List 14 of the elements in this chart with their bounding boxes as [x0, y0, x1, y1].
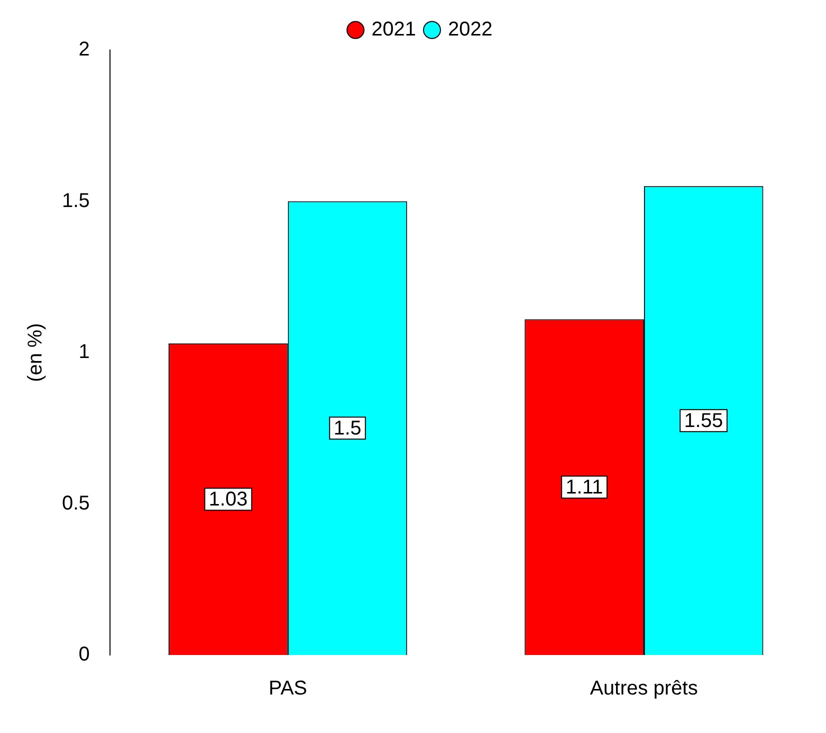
x-tick-label: PAS — [268, 678, 308, 700]
data-label: 1.5 — [334, 418, 362, 440]
legend-label: 2021 — [372, 18, 416, 41]
data-label: 1.11 — [566, 476, 604, 499]
y-axis-title: (en %) — [24, 323, 47, 382]
legend-label: 2022 — [448, 18, 492, 41]
y-tick-label: 0 — [78, 644, 90, 666]
y-tick-label: 1.5 — [62, 190, 90, 212]
data-label: 1.03 — [208, 488, 248, 511]
x-tick-label: Autres prêts — [590, 678, 698, 700]
y-tick-label: 1 — [78, 341, 90, 364]
y-tick-label: 2 — [78, 38, 90, 61]
y-tick-label: 0.5 — [62, 492, 90, 514]
data-label: 1.55 — [684, 410, 724, 432]
